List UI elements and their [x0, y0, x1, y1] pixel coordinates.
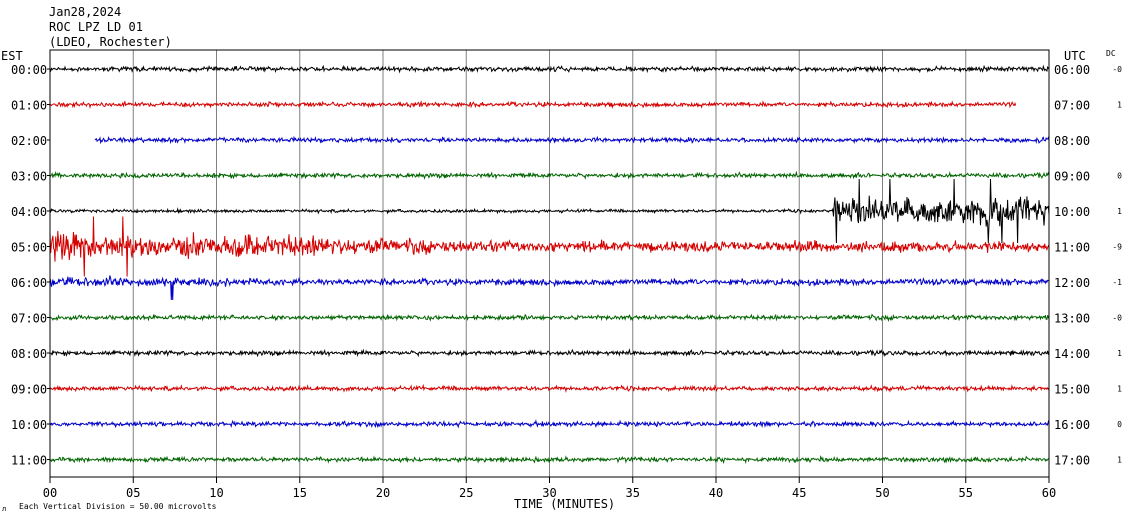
vertical-scale-note: Each Vertical Division = 50.00 microvolt…: [19, 502, 217, 511]
trace-0900: [49, 383, 1050, 393]
x-tick-label: 10: [209, 486, 223, 500]
row-label-utc: 12:00: [1054, 276, 1090, 290]
row-dc-value: -0: [1112, 314, 1122, 323]
trace-0100: [49, 100, 1017, 110]
row-label-utc: 10:00: [1054, 205, 1090, 219]
trace-0200: [94, 135, 1050, 145]
row-dc-value: 0: [1117, 420, 1122, 429]
row-label-est: 02:00: [11, 134, 47, 148]
row-dc-value: 1: [1117, 101, 1122, 110]
row-label-est: 03:00: [11, 170, 47, 184]
row-dc-value: -9: [1112, 243, 1122, 252]
row-label-est: 01:00: [11, 99, 47, 113]
x-tick-label: 55: [959, 486, 973, 500]
row-label-utc: 16:00: [1054, 418, 1090, 432]
header-network: (LDEO, Rochester): [49, 35, 172, 49]
row-label-utc: 11:00: [1054, 241, 1090, 255]
row-label-utc: 09:00: [1054, 170, 1090, 184]
row-dc-value: 1: [1117, 385, 1122, 394]
x-tick-label: 00: [43, 486, 57, 500]
x-tick-label: 05: [126, 486, 140, 500]
row-label-est: 07:00: [11, 312, 47, 326]
trace-0500: [49, 216, 1050, 277]
x-tick-label: 45: [792, 486, 806, 500]
grid-lines: [49, 50, 1050, 477]
row-label-utc: 17:00: [1054, 454, 1090, 468]
dc-header-label: DC: [1106, 49, 1116, 58]
row-labels: 00:00 06:00 -0 01:00 07:00 1 02:00 08:00 03:00 09…: [11, 63, 1122, 468]
row-dc-value: 1: [1117, 349, 1122, 358]
trace-0000: [49, 64, 1050, 74]
row-label-est: 04:00: [11, 205, 47, 219]
x-tick-label: 60: [1042, 486, 1056, 500]
x-tick-label: 25: [459, 486, 473, 500]
chart-frame: [49, 49, 1050, 483]
row-dc-value: -1: [1112, 278, 1122, 287]
trace-0800: [49, 348, 1050, 358]
row-dc-value: 0: [1117, 172, 1122, 181]
row-label-est: 08:00: [11, 347, 47, 361]
trace-0300: [49, 170, 1050, 180]
row-label-est: 11:00: [11, 454, 47, 468]
x-tick-label: 20: [376, 486, 390, 500]
row-label-est: 05:00: [11, 241, 47, 255]
seismic-traces: [49, 64, 1050, 465]
x-tick-label: 40: [709, 486, 723, 500]
trace-0700: [49, 313, 1050, 323]
header-date: Jan28,2024: [49, 5, 121, 19]
axis-tick-labels: 00 05 10 15 20 25 30 35 40 45 50 55 60: [43, 486, 1056, 500]
x-tick-label: 35: [626, 486, 640, 500]
corner-mark: л: [2, 505, 6, 513]
x-tick-label: 30: [542, 486, 556, 500]
trace-0600: [49, 275, 1049, 301]
trace-1000: [49, 419, 1050, 429]
trace-0400: [49, 178, 1050, 244]
row-label-est: 00:00: [11, 63, 47, 77]
trace-1100: [49, 455, 1050, 465]
row-label-est: 09:00: [11, 383, 47, 397]
header-station: ROC LPZ LD 01: [49, 20, 143, 34]
right-timezone-label: UTC: [1064, 49, 1086, 63]
x-axis-label: TIME (MINUTES): [514, 497, 615, 511]
row-label-utc: 08:00: [1054, 134, 1090, 148]
row-label-est: 10:00: [11, 418, 47, 432]
row-label-utc: 13:00: [1054, 312, 1090, 326]
row-label-utc: 14:00: [1054, 347, 1090, 361]
row-dc-value: 1: [1117, 207, 1122, 216]
row-dc-value: 1: [1117, 456, 1122, 465]
x-tick-label: 15: [293, 486, 307, 500]
left-timezone-label: EST: [1, 49, 23, 63]
labels: Jan28,2024 ROC LPZ LD 01 (LDEO, Rocheste…: [1, 5, 1116, 513]
row-label-utc: 06:00: [1054, 63, 1090, 77]
x-tick-label: 50: [875, 486, 889, 500]
row-label-utc: 07:00: [1054, 99, 1090, 113]
row-dc-value: -0: [1112, 65, 1122, 74]
row-label-est: 06:00: [11, 276, 47, 290]
row-label-utc: 15:00: [1054, 383, 1090, 397]
